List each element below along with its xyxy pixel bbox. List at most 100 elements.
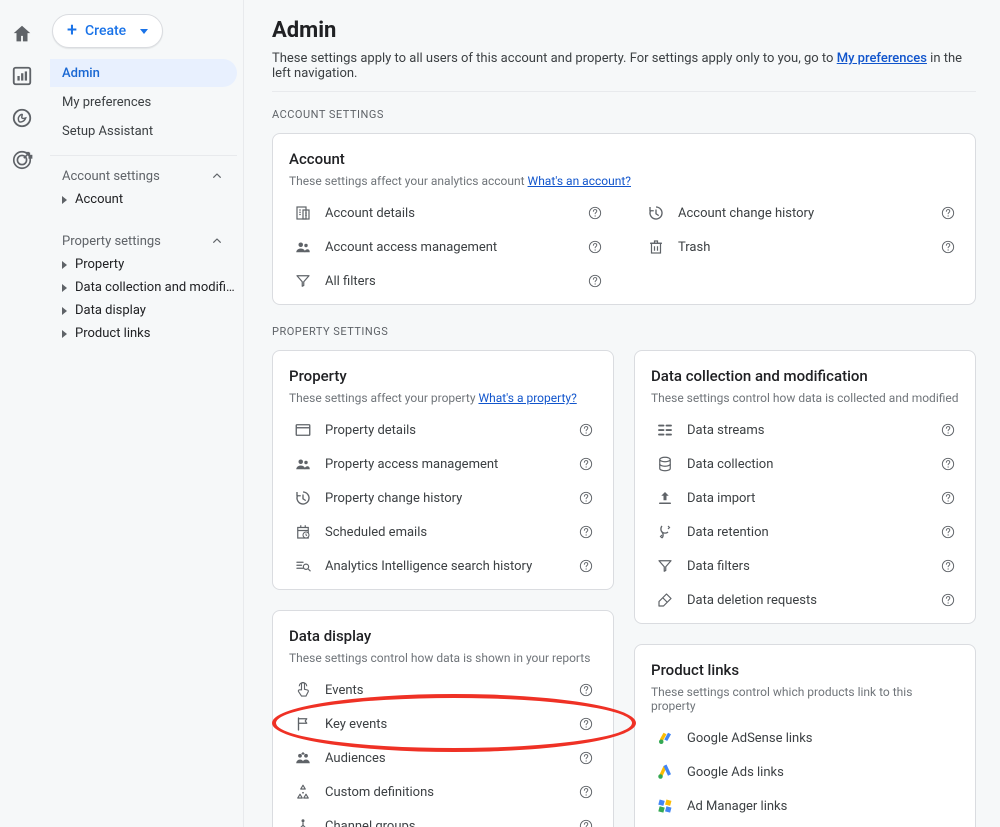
row-label: Data streams <box>679 423 937 438</box>
setting-row[interactable]: Scheduled emails <box>289 515 597 549</box>
row-label: Custom definitions <box>317 785 575 800</box>
account-card: Account These settings affect your analy… <box>272 133 976 305</box>
property-card-desc: These settings affect your property What… <box>289 391 597 405</box>
help-icon[interactable] <box>937 205 959 221</box>
help-icon[interactable] <box>575 456 597 472</box>
setting-row[interactable]: Account change history <box>642 196 959 230</box>
channel-icon <box>289 817 317 827</box>
data-display-card: Data display These settings control how … <box>272 610 614 827</box>
setting-row[interactable]: Key events <box>289 707 597 741</box>
admanager-icon <box>651 797 679 815</box>
setting-row[interactable]: All filters <box>289 264 606 298</box>
product-links-card: Product links These settings control whi… <box>634 644 976 827</box>
product-links-card-desc: These settings control which products li… <box>651 685 959 713</box>
audience-icon <box>289 749 317 767</box>
setting-row[interactable]: Data filters <box>651 549 959 583</box>
reports-icon[interactable] <box>10 64 34 88</box>
help-icon[interactable] <box>575 558 597 574</box>
retention-icon <box>651 523 679 541</box>
expand-icon <box>62 261 67 269</box>
help-icon[interactable] <box>575 682 597 698</box>
expand-icon <box>62 330 67 338</box>
create-button[interactable]: + Create <box>52 14 163 48</box>
help-icon[interactable] <box>575 490 597 506</box>
help-icon[interactable] <box>937 239 959 255</box>
webasset-icon <box>289 421 317 439</box>
row-label: Account change history <box>670 206 937 221</box>
filterlist-icon <box>651 557 679 575</box>
row-label: Scheduled emails <box>317 525 575 540</box>
row-label: All filters <box>317 274 584 289</box>
left-rail <box>0 0 44 827</box>
nav-section-property-settings[interactable]: Property settings <box>50 229 237 253</box>
setting-row[interactable]: Trash <box>642 230 959 264</box>
setting-row[interactable]: Account access management <box>289 230 606 264</box>
setting-row[interactable]: Property change history <box>289 481 597 515</box>
nav-subitem[interactable]: Data display <box>50 299 237 322</box>
row-label: Data collection <box>679 457 937 472</box>
help-icon[interactable] <box>584 273 606 289</box>
setting-row[interactable]: Analytics Intelligence search history <box>289 549 597 583</box>
setting-row[interactable]: Google AdSense links <box>651 721 959 755</box>
nav-subitem[interactable]: Account <box>50 188 237 211</box>
filterlist-icon <box>289 272 317 290</box>
setting-row[interactable]: Data import <box>651 481 959 515</box>
explore-icon[interactable] <box>10 106 34 130</box>
row-label: Audiences <box>317 751 575 766</box>
home-icon[interactable] <box>10 22 34 46</box>
row-label: Key events <box>317 717 575 732</box>
nav-item-admin[interactable]: Admin <box>50 59 237 87</box>
row-label: Channel groups <box>317 819 575 827</box>
my-preferences-link[interactable]: My preferences <box>837 51 927 66</box>
nav-item-setup-assistant[interactable]: Setup Assistant <box>50 117 237 145</box>
setting-row[interactable]: Data streams <box>651 413 959 447</box>
help-icon[interactable] <box>937 490 959 506</box>
whats-an-account-link[interactable]: What's an account? <box>528 174 631 188</box>
trash-icon <box>642 238 670 256</box>
data-collection-card: Data collection and modification These s… <box>634 350 976 624</box>
data-display-card-title: Data display <box>289 627 597 645</box>
row-label: Trash <box>670 240 937 255</box>
setting-row[interactable]: BigQuery links <box>651 823 959 827</box>
setting-row[interactable]: Property details <box>289 413 597 447</box>
help-icon[interactable] <box>937 456 959 472</box>
row-label: Google Ads links <box>679 765 959 780</box>
sidebar: + Create AdminMy preferencesSetup Assist… <box>44 0 244 827</box>
setting-row[interactable]: Account details <box>289 196 606 230</box>
help-icon[interactable] <box>584 239 606 255</box>
setting-row[interactable]: Ad Manager links <box>651 789 959 823</box>
nav-subitem[interactable]: Data collection and modifica… <box>50 276 237 299</box>
nav-subitem[interactable]: Product links <box>50 322 237 345</box>
people-icon <box>289 455 317 473</box>
advertising-icon[interactable] <box>10 148 34 172</box>
setting-row[interactable]: Audiences <box>289 741 597 775</box>
setting-row[interactable]: Custom definitions <box>289 775 597 809</box>
setting-row[interactable]: Google Ads links <box>651 755 959 789</box>
help-icon[interactable] <box>937 558 959 574</box>
nav-item-my-preferences[interactable]: My preferences <box>50 88 237 116</box>
help-icon[interactable] <box>937 592 959 608</box>
whats-a-property-link[interactable]: What's a property? <box>478 391 576 405</box>
setting-row[interactable]: Events <box>289 673 597 707</box>
help-icon[interactable] <box>575 750 597 766</box>
setting-row[interactable]: Data collection <box>651 447 959 481</box>
setting-row[interactable]: Data deletion requests <box>651 583 959 617</box>
nav-subitem[interactable]: Property <box>50 253 237 276</box>
help-icon[interactable] <box>575 784 597 800</box>
help-icon[interactable] <box>575 422 597 438</box>
setting-row[interactable]: Channel groups <box>289 809 597 827</box>
setting-row[interactable]: Data retention <box>651 515 959 549</box>
create-label: Create <box>85 23 126 39</box>
nav-section-account-settings[interactable]: Account settings <box>50 164 237 188</box>
setting-row[interactable]: Property access management <box>289 447 597 481</box>
expand-icon <box>62 307 67 315</box>
row-label: Property access management <box>317 457 575 472</box>
row-label: Account access management <box>317 240 584 255</box>
help-icon[interactable] <box>575 716 597 732</box>
help-icon[interactable] <box>937 422 959 438</box>
help-icon[interactable] <box>575 818 597 827</box>
help-icon[interactable] <box>584 205 606 221</box>
row-label: Data retention <box>679 525 937 540</box>
help-icon[interactable] <box>575 524 597 540</box>
help-icon[interactable] <box>937 524 959 540</box>
